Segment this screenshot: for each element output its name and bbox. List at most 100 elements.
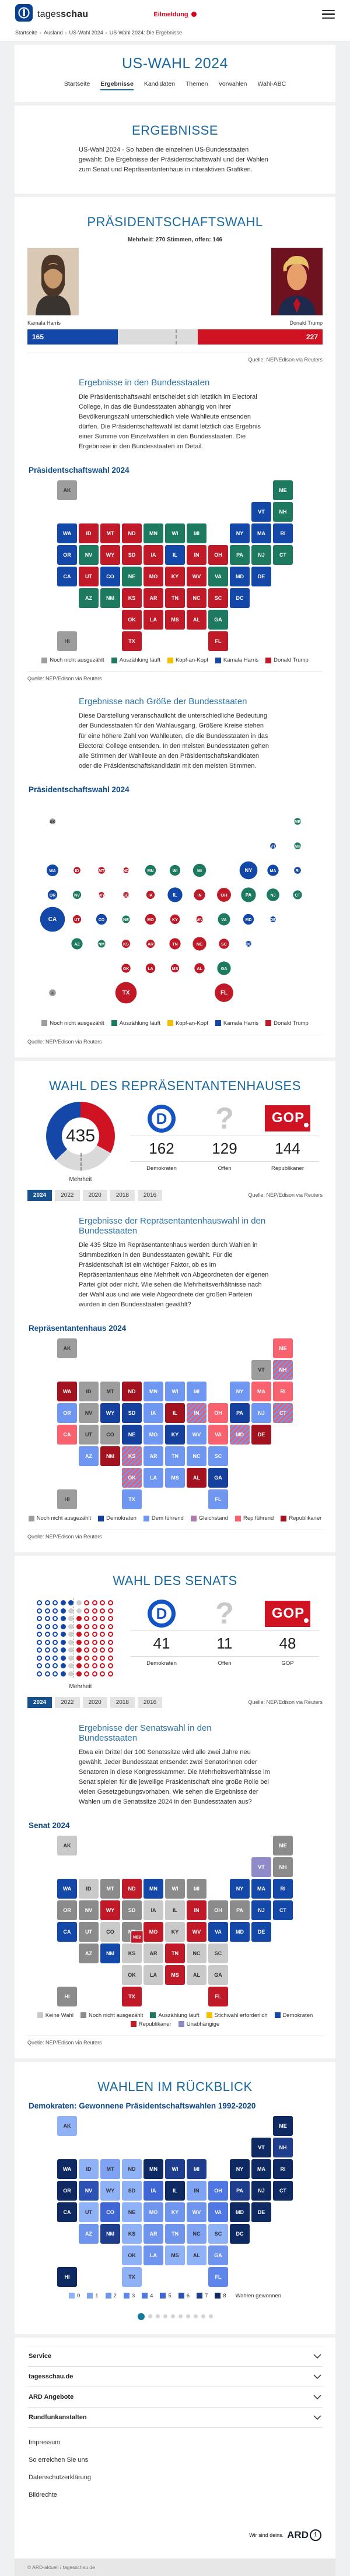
state-tile-RI[interactable]: RI (273, 1878, 293, 1899)
state-tile-LA[interactable]: LA (144, 610, 163, 630)
breaking-news-link[interactable]: Eilmeldung (122, 11, 229, 18)
state-bubble-CO[interactable]: CO (96, 913, 107, 925)
state-tile-NM[interactable]: NM (100, 1943, 120, 1963)
state-tile-KS[interactable]: KS (122, 588, 142, 609)
state-bubble-SD[interactable]: SD (123, 891, 130, 898)
state-tile-NH[interactable]: NH (273, 502, 293, 522)
house-tile-map[interactable]: WA ND NM IL AL DE WY SD NE KY GA PA OR AZ TX MN IA MO AR LA… (27, 1338, 323, 1510)
state-tile-WI[interactable]: WI (165, 523, 185, 544)
state-tile-OR[interactable]: OR (57, 1900, 77, 1920)
state-bubble-VA[interactable]: VA (218, 913, 230, 926)
state-tile-TN[interactable]: TN (165, 1446, 185, 1467)
state-bubble-AK[interactable]: AK (50, 818, 55, 824)
state-tile-GA[interactable]: GA (208, 1468, 228, 1488)
state-bubble-MO[interactable]: MO (145, 913, 156, 925)
state-tile-WY[interactable]: WY (100, 2180, 120, 2201)
state-tile-HI[interactable]: HI (57, 1986, 77, 2006)
state-tile-OK[interactable]: OK (122, 1468, 142, 1488)
state-tile-NM[interactable]: NM (100, 1446, 120, 1467)
state-tile-AR[interactable]: AR (144, 2223, 163, 2244)
state-bubble-MS[interactable]: MS (170, 964, 180, 972)
state-bubble-IN[interactable]: IN (194, 889, 205, 901)
state-tile-AL[interactable]: AL (187, 2245, 206, 2265)
state-tile-WI[interactable]: WI (165, 1878, 185, 1899)
state-tile-KY[interactable]: KY (165, 2202, 185, 2222)
state-tile-AZ[interactable]: AZ (79, 588, 99, 609)
state-tile-SD[interactable]: SD (122, 1403, 142, 1424)
state-tile-NY[interactable]: NY (230, 1382, 250, 1402)
state-tile-IL[interactable]: IL (165, 1900, 185, 1920)
state-tile-IA[interactable]: IA (144, 545, 163, 565)
state-bubble-NJ[interactable]: NJ (267, 888, 279, 901)
state-tile-MI[interactable]: MI (187, 1382, 206, 1402)
state-bubble-AR[interactable]: AR (146, 939, 155, 948)
state-tile-VA[interactable]: VA (208, 567, 228, 587)
state-tile-IL[interactable]: IL (165, 545, 185, 565)
state-tile-MS[interactable]: MS (165, 1468, 185, 1488)
state-tile-RI[interactable]: RI (273, 523, 293, 544)
carousel-dot-8[interactable] (201, 2314, 205, 2318)
state-tile-WA[interactable]: WA (57, 523, 77, 544)
state-tile-DE[interactable]: DE (251, 567, 271, 587)
state-tile-MA[interactable]: MA (251, 1878, 271, 1899)
carousel-dot-1[interactable] (148, 2314, 152, 2318)
state-tile-CA[interactable]: CA (57, 567, 77, 587)
state-tile-MD[interactable]: MD (230, 2202, 250, 2222)
state-tile-ID[interactable]: ID (79, 1382, 99, 1402)
state-tile-DE[interactable]: DE (251, 2202, 271, 2222)
state-tile-IN[interactable]: IN (187, 545, 206, 565)
state-tile-ME[interactable]: ME (273, 2115, 293, 2136)
state-tile-AL[interactable]: AL (187, 610, 206, 630)
carousel-dot-7[interactable] (193, 2314, 198, 2318)
state-tile-AK[interactable]: AK (57, 1338, 77, 1359)
breadcrumb-item[interactable]: Startseite (15, 30, 38, 36)
state-tile-ME[interactable]: ME (273, 480, 293, 501)
state-tile-NV[interactable]: NV (79, 2180, 99, 2201)
state-tile-PA[interactable]: PA (230, 2180, 250, 2201)
year-chip-2016[interactable]: 2016 (138, 1189, 163, 1201)
state-tile-AL[interactable]: AL (187, 1468, 206, 1488)
state-tile-MI[interactable]: MI (187, 2159, 206, 2179)
state-bubble-WA[interactable]: WA (46, 864, 59, 876)
carousel-dot-2[interactable] (155, 2314, 160, 2318)
year-chip-2020[interactable]: 2020 (82, 1696, 107, 1708)
state-bubble-CA[interactable]: CA (40, 906, 65, 932)
state-tile-SD[interactable]: SD (122, 2180, 142, 2201)
state-tile-PA[interactable]: PA (230, 545, 250, 565)
state-tile-DE[interactable]: DE (251, 1425, 271, 1445)
state-tile-AK[interactable]: AK (57, 480, 77, 501)
state-tile-KS[interactable]: KS (122, 1943, 142, 1963)
state-tile-PA[interactable]: PA (230, 1900, 250, 1920)
state-bubble-AZ[interactable]: AZ (71, 938, 83, 950)
year-chip-2024[interactable]: 2024 (27, 1696, 52, 1708)
state-tile-WY[interactable]: WY (100, 1900, 120, 1920)
state-tile-FL[interactable]: FL (208, 631, 228, 652)
state-bubble-NY[interactable]: NY (239, 861, 258, 880)
state-tile-TX[interactable]: TX (122, 2266, 142, 2287)
house-donut-chart[interactable]: 435 (46, 1101, 115, 1171)
state-tile-UT[interactable]: UT (79, 567, 99, 587)
state-tile-KS[interactable]: KS (122, 2223, 142, 2244)
state-tile-OR[interactable]: OR (57, 2180, 77, 2201)
state-bubble-ND[interactable]: ND (123, 867, 129, 873)
state-tile-CO[interactable]: CO (100, 1425, 120, 1445)
state-tile-AZ[interactable]: AZ (79, 1446, 99, 1467)
state-tile-NJ[interactable]: NJ (251, 2180, 271, 2201)
state-bubble-DC[interactable]: DC (246, 940, 251, 947)
state-tile-NC[interactable]: NC (187, 2223, 206, 2244)
state-tile-MS[interactable]: MS (165, 1964, 185, 1985)
state-bubble-MN[interactable]: MN (145, 864, 156, 876)
state-tile-NY[interactable]: NY (230, 2159, 250, 2179)
state-bubble-NE[interactable]: NE (122, 915, 130, 923)
state-tile-NJ[interactable]: NJ (251, 545, 271, 565)
state-bubble-MI[interactable]: MI (192, 863, 206, 877)
state-tile-MN[interactable]: MN (144, 2159, 163, 2179)
year-chip-2018[interactable]: 2018 (110, 1696, 135, 1708)
state-tile-OK[interactable]: OK (122, 610, 142, 630)
state-bubble-AL[interactable]: AL (194, 963, 205, 974)
state-tile-LA[interactable]: LA (144, 1468, 163, 1488)
state-tile-AR[interactable]: AR (144, 1943, 163, 1963)
state-tile-OH[interactable]: OH (208, 1900, 228, 1920)
carousel-dot-3[interactable] (163, 2314, 167, 2318)
state-tile-ME[interactable]: ME (273, 1338, 293, 1359)
